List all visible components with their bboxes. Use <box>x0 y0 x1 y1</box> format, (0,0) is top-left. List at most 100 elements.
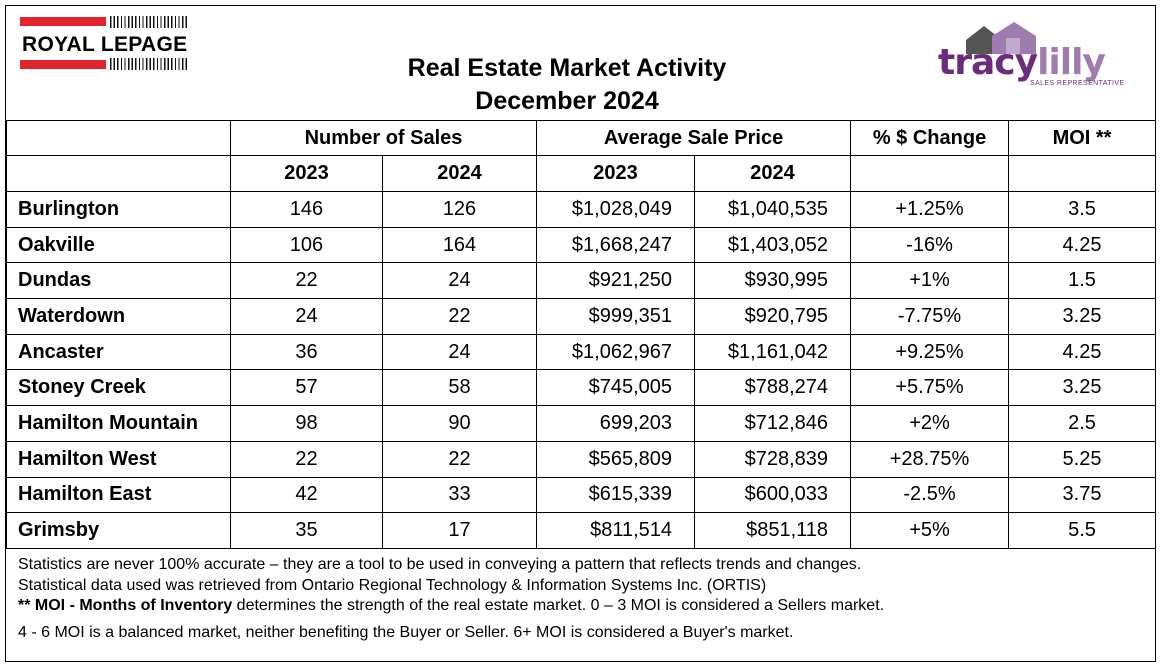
price-2023-cell: $615,339 <box>536 476 696 514</box>
market-activity-document: ROYAL LEPAGE Real Estate Market Activity… <box>5 5 1157 662</box>
price-2023-cell: 699,203 <box>536 405 696 442</box>
change-cell: +5% <box>850 512 1010 549</box>
logo-red-bar-icon <box>20 60 106 69</box>
location-cell: Ancaster <box>6 333 231 371</box>
moi-cell: 4.25 <box>1008 333 1157 371</box>
price-2024-cell: $930,995 <box>694 262 852 300</box>
tracylilly-wordmark: tracylilly <box>938 42 1106 83</box>
logo-barcode-icon <box>110 16 188 28</box>
change-cell: +1% <box>850 262 1010 300</box>
sales-representative-label: SALES REPRESENTATIVE <box>1030 80 1125 87</box>
logo-barcode-icon <box>110 58 188 70</box>
sales-2024-cell: 24 <box>381 333 538 371</box>
footnotes: Statistics are never 100% accurate – the… <box>18 555 1148 643</box>
sales-2024-cell: 22 <box>381 298 538 335</box>
price-2024-cell: $920,795 <box>694 298 852 335</box>
sales-2024-cell: 164 <box>381 226 538 264</box>
location-header-blank <box>6 120 231 156</box>
location-cell: Hamilton Mountain <box>6 405 231 442</box>
price-2024-cell: $1,040,535 <box>694 191 852 228</box>
change-cell: +5.75% <box>850 369 1010 407</box>
moi-cell: 3.25 <box>1008 298 1157 335</box>
price-2023-cell: $999,351 <box>536 298 696 335</box>
moi-header: MOI ** <box>1008 120 1157 156</box>
moi-cell: 3.5 <box>1008 191 1157 228</box>
average-sale-price-header: Average Sale Price <box>536 120 852 156</box>
moi-header-blank <box>1008 155 1157 192</box>
price-2024-cell: $1,161,042 <box>694 333 852 371</box>
location-cell: Oakville <box>6 226 231 264</box>
sales-2023-cell: 146 <box>230 191 383 228</box>
year-header-row: 2023 2024 2023 2024 <box>6 155 1157 192</box>
price-2023-cell: $921,250 <box>536 262 696 300</box>
change-cell: +9.25% <box>850 333 1010 371</box>
page-title: Real Estate Market Activity December 202… <box>317 52 817 118</box>
price-2024-header: 2024 <box>694 155 852 192</box>
price-2023-cell: $1,028,049 <box>536 191 696 228</box>
table-row: Oakville 106 164 $1,668,247 $1,403,052 -… <box>6 226 1157 264</box>
table-row: Burlington 146 126 $1,028,049 $1,040,535… <box>6 191 1157 228</box>
title-line-2: December 2024 <box>475 87 659 115</box>
price-2024-cell: $728,839 <box>694 440 852 478</box>
sales-2024-cell: 126 <box>381 191 538 228</box>
sales-2023-cell: 22 <box>230 440 383 478</box>
change-cell: -2.5% <box>850 476 1010 514</box>
change-cell: +1.25% <box>850 191 1010 228</box>
price-2023-cell: $1,668,247 <box>536 226 696 264</box>
location-cell: Waterdown <box>6 298 231 335</box>
moi-definition-text: determines the strength of the real esta… <box>232 597 885 614</box>
note-accuracy: Statistics are never 100% accurate – the… <box>18 556 862 573</box>
price-2023-cell: $1,062,967 <box>536 333 696 371</box>
table-row: Hamilton West 22 22 $565,809 $728,839 +2… <box>6 440 1157 478</box>
note-moi-definition: ** MOI - Months of Inventory determines … <box>18 596 1148 617</box>
table-row: Dundas 22 24 $921,250 $930,995 +1% 1.5 <box>6 262 1157 300</box>
price-2024-cell: $851,118 <box>694 512 852 549</box>
change-cell: +28.75% <box>850 440 1010 478</box>
change-header-blank <box>850 155 1010 192</box>
change-cell: +2% <box>850 405 1010 442</box>
sales-2024-cell: 33 <box>381 476 538 514</box>
table-row: Hamilton East 42 33 $615,339 $600,033 -2… <box>6 476 1157 514</box>
location-cell: Grimsby <box>6 512 231 549</box>
moi-cell: 3.75 <box>1008 476 1157 514</box>
tracylilly-logo: tracylilly SALES REPRESENTATIVE <box>938 20 1124 100</box>
house-icon <box>966 22 1036 54</box>
location-cell: Burlington <box>6 191 231 228</box>
sales-2024-cell: 90 <box>381 405 538 442</box>
percent-change-header: % $ Change <box>850 120 1010 156</box>
number-of-sales-header: Number of Sales <box>229 120 538 156</box>
moi-cell: 2.5 <box>1008 405 1157 442</box>
group-header-row: Number of Sales Average Sale Price % $ C… <box>6 120 1157 156</box>
price-2024-cell: $1,403,052 <box>694 226 852 264</box>
sales-2023-cell: 42 <box>230 476 383 514</box>
price-2023-cell: $811,514 <box>536 512 696 549</box>
logo-red-bar-icon <box>20 17 106 26</box>
price-2024-cell: $712,846 <box>694 405 852 442</box>
sales-2024-cell: 22 <box>381 440 538 478</box>
table-row: Ancaster 36 24 $1,062,967 $1,161,042 +9.… <box>6 333 1157 371</box>
royal-lepage-logo: ROYAL LEPAGE <box>20 16 188 72</box>
location-cell: Stoney Creek <box>6 369 231 407</box>
moi-cell: 3.25 <box>1008 369 1157 407</box>
price-2024-cell: $600,033 <box>694 476 852 514</box>
sales-2023-cell: 35 <box>230 512 383 549</box>
location-cell: Dundas <box>6 262 231 300</box>
moi-cell: 4.25 <box>1008 226 1157 264</box>
price-2024-cell: $788,274 <box>694 369 852 407</box>
market-activity-table: Number of Sales Average Sale Price % $ C… <box>6 120 1157 549</box>
header: ROYAL LEPAGE Real Estate Market Activity… <box>6 6 1155 120</box>
table-row: Hamilton Mountain 98 90 699,203 $712,846… <box>6 405 1157 442</box>
moi-term: ** MOI - Months of Inventory <box>18 597 233 614</box>
sales-2024-header: 2024 <box>381 155 538 192</box>
sales-2023-cell: 22 <box>230 262 383 300</box>
sales-2024-cell: 17 <box>381 512 538 549</box>
moi-cell: 5.25 <box>1008 440 1157 478</box>
moi-cell: 1.5 <box>1008 262 1157 300</box>
change-cell: -7.75% <box>850 298 1010 335</box>
price-2023-cell: $565,809 <box>536 440 696 478</box>
price-2023-cell: $745,005 <box>536 369 696 407</box>
note-moi-ranges: 4 - 6 MOI is a balanced market, neither … <box>18 623 794 641</box>
note-source: Statistical data used was retrieved from… <box>18 576 767 594</box>
sales-2023-header: 2023 <box>230 155 383 192</box>
sales-2023-cell: 36 <box>230 333 383 371</box>
